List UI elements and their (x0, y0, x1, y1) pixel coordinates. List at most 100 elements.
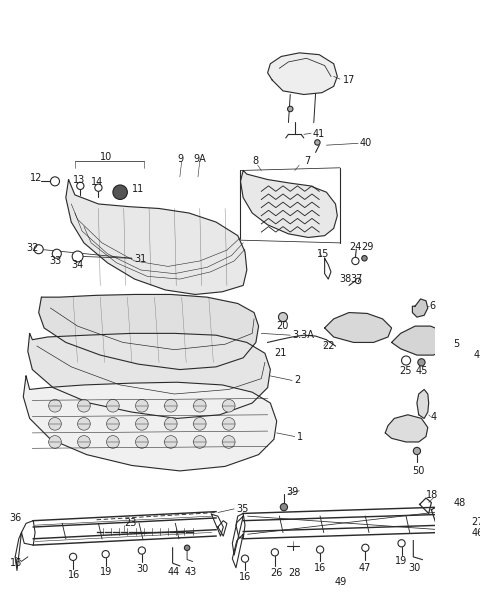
Circle shape (449, 353, 457, 362)
Circle shape (288, 106, 293, 112)
Text: 44: 44 (167, 567, 180, 577)
Text: 22: 22 (322, 341, 335, 351)
Polygon shape (24, 376, 276, 471)
Circle shape (418, 359, 425, 366)
Circle shape (184, 545, 190, 550)
Text: 25: 25 (399, 367, 411, 376)
Polygon shape (66, 180, 247, 295)
Circle shape (72, 251, 83, 262)
Polygon shape (417, 389, 429, 418)
Circle shape (455, 525, 462, 531)
Circle shape (52, 249, 61, 258)
Circle shape (135, 435, 148, 448)
Text: 23: 23 (124, 518, 136, 528)
Circle shape (193, 435, 206, 448)
Text: 31: 31 (134, 254, 147, 264)
Text: 30: 30 (136, 563, 149, 574)
Polygon shape (28, 333, 270, 418)
Text: 46: 46 (471, 528, 480, 538)
Text: 43: 43 (184, 567, 197, 577)
Circle shape (316, 546, 324, 554)
Circle shape (34, 245, 43, 254)
Text: 37: 37 (350, 274, 362, 284)
Circle shape (107, 418, 119, 430)
Circle shape (362, 544, 369, 552)
Circle shape (107, 399, 119, 412)
Text: 28: 28 (288, 568, 301, 578)
Text: 47: 47 (359, 563, 372, 573)
Circle shape (50, 177, 60, 186)
Circle shape (280, 504, 288, 510)
Circle shape (402, 356, 410, 365)
Polygon shape (324, 312, 392, 343)
Circle shape (102, 550, 109, 558)
Circle shape (138, 547, 145, 554)
Circle shape (413, 447, 420, 454)
Text: 2: 2 (294, 375, 300, 386)
Text: 21: 21 (274, 348, 287, 359)
Circle shape (107, 435, 119, 448)
Circle shape (165, 399, 177, 412)
Text: 41: 41 (313, 129, 325, 140)
Text: 19: 19 (395, 557, 408, 566)
Polygon shape (385, 415, 428, 442)
Text: 49: 49 (335, 577, 347, 587)
Circle shape (467, 355, 472, 360)
Polygon shape (39, 295, 259, 370)
Text: 45: 45 (415, 367, 428, 376)
Circle shape (398, 540, 405, 547)
Text: 7: 7 (304, 156, 310, 167)
Circle shape (222, 399, 235, 412)
Text: 32: 32 (26, 244, 38, 253)
Circle shape (222, 418, 235, 430)
Text: 16: 16 (239, 572, 251, 582)
Circle shape (165, 435, 177, 448)
Circle shape (78, 399, 90, 412)
Circle shape (315, 140, 320, 145)
Text: 33: 33 (49, 256, 62, 266)
Circle shape (78, 435, 90, 448)
Circle shape (241, 555, 249, 562)
Text: 14: 14 (91, 177, 103, 187)
Text: 42: 42 (474, 350, 480, 360)
Circle shape (355, 278, 361, 284)
Text: 10: 10 (100, 152, 112, 162)
Circle shape (113, 185, 127, 199)
Circle shape (135, 399, 148, 412)
Text: 13: 13 (73, 175, 85, 186)
Text: 5: 5 (453, 339, 459, 349)
Text: 38: 38 (339, 274, 351, 284)
Polygon shape (268, 53, 337, 95)
Circle shape (135, 418, 148, 430)
Circle shape (278, 312, 288, 322)
Text: 16: 16 (314, 563, 326, 573)
Polygon shape (392, 326, 451, 355)
Text: 26: 26 (270, 568, 283, 578)
Polygon shape (412, 299, 428, 317)
Circle shape (271, 549, 278, 556)
Text: 27: 27 (471, 517, 480, 528)
Text: 6: 6 (430, 301, 436, 311)
Text: 48: 48 (453, 498, 466, 507)
Text: 11: 11 (132, 184, 144, 194)
Text: 18: 18 (426, 490, 438, 501)
Circle shape (193, 399, 206, 412)
Text: 16: 16 (68, 570, 80, 580)
Text: 34: 34 (71, 260, 84, 269)
Circle shape (48, 435, 61, 448)
Circle shape (362, 256, 367, 261)
Text: 17: 17 (343, 75, 355, 85)
Text: 9: 9 (177, 154, 183, 164)
Text: 1: 1 (297, 432, 303, 442)
Circle shape (222, 435, 235, 448)
Circle shape (48, 399, 61, 412)
Text: 35: 35 (236, 504, 248, 514)
Circle shape (48, 418, 61, 430)
Circle shape (77, 182, 84, 189)
Polygon shape (240, 170, 337, 237)
Circle shape (78, 418, 90, 430)
Text: 36: 36 (10, 513, 22, 523)
Circle shape (193, 418, 206, 430)
Circle shape (95, 184, 102, 191)
Text: 19: 19 (100, 567, 112, 577)
